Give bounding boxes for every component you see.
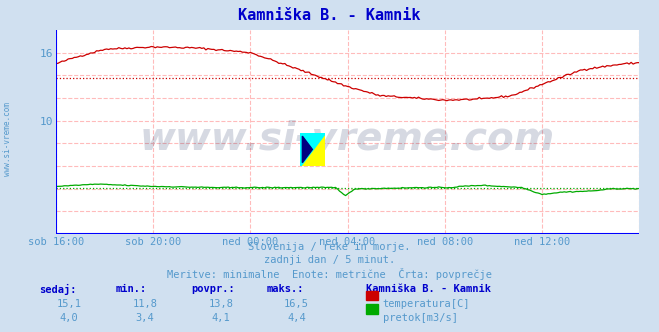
Text: Kamniška B. - Kamnik: Kamniška B. - Kamnik: [239, 8, 420, 23]
Text: Kamniška B. - Kamnik: Kamniška B. - Kamnik: [366, 284, 491, 294]
Polygon shape: [302, 136, 312, 163]
Text: 15,1: 15,1: [57, 299, 82, 309]
Text: zadnji dan / 5 minut.: zadnji dan / 5 minut.: [264, 255, 395, 265]
Text: Meritve: minimalne  Enote: metrične  Črta: povprečje: Meritve: minimalne Enote: metrične Črta:…: [167, 268, 492, 280]
Text: Slovenija / reke in morje.: Slovenija / reke in morje.: [248, 242, 411, 252]
Text: www.si-vreme.com: www.si-vreme.com: [140, 119, 556, 157]
Polygon shape: [300, 133, 325, 166]
Text: www.si-vreme.com: www.si-vreme.com: [3, 103, 13, 176]
Text: pretok[m3/s]: pretok[m3/s]: [383, 313, 458, 323]
Text: 16,5: 16,5: [284, 299, 309, 309]
Text: min.:: min.:: [115, 284, 146, 294]
Text: 13,8: 13,8: [208, 299, 233, 309]
Text: 4,0: 4,0: [60, 313, 78, 323]
Text: 11,8: 11,8: [132, 299, 158, 309]
Text: 4,4: 4,4: [287, 313, 306, 323]
Text: 4,1: 4,1: [212, 313, 230, 323]
Text: 3,4: 3,4: [136, 313, 154, 323]
Text: maks.:: maks.:: [267, 284, 304, 294]
Text: sedaj:: sedaj:: [40, 284, 77, 295]
Polygon shape: [300, 133, 325, 166]
Text: povpr.:: povpr.:: [191, 284, 235, 294]
Text: temperatura[C]: temperatura[C]: [383, 299, 471, 309]
